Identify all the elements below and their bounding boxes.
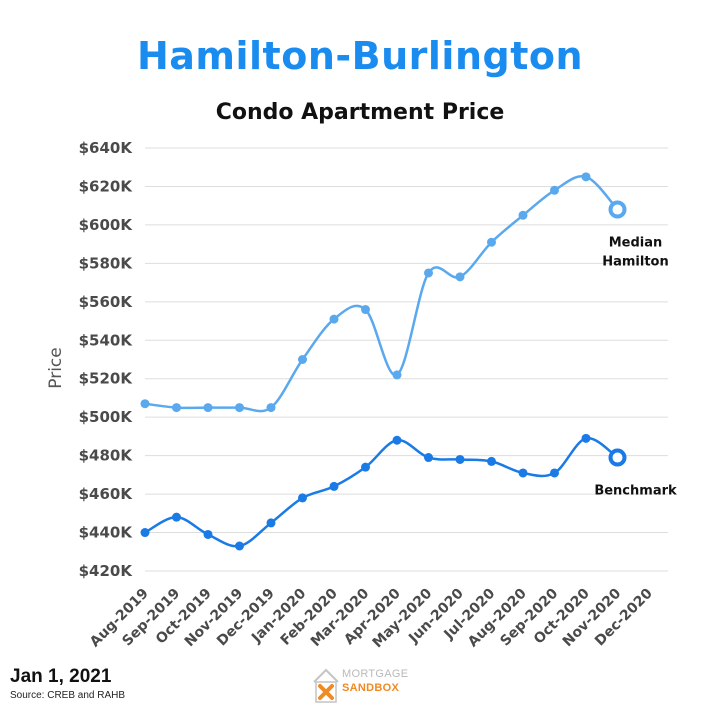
mortgage-sandbox-logo: MORTGAGE SANDBOX <box>312 664 422 708</box>
benchmark-data-point <box>581 433 591 443</box>
y-tick-label: $540K <box>79 331 134 349</box>
benchmark-data-point <box>455 454 465 464</box>
benchmark-data-point <box>172 512 181 522</box>
benchmark-data-point <box>424 453 433 463</box>
benchmark-data-point <box>329 481 339 491</box>
y-tick-label: $460K <box>79 485 134 503</box>
y-axis-label: Price <box>46 347 66 388</box>
median-data-point <box>203 403 213 413</box>
benchmark-data-point <box>235 541 244 551</box>
source-label: Source: CREB and RAHB <box>10 690 126 701</box>
page-title: Hamilton-Burlington <box>136 34 584 78</box>
median-data-point <box>518 210 528 220</box>
y-tick-label: $640K <box>79 139 134 157</box>
y-tick-label: $420K <box>79 562 134 580</box>
y-tick-label: $620K <box>79 177 134 195</box>
y-tick-label: $600K <box>79 216 134 234</box>
chart: $420K $440K $460K $480K $500K $520K $540K $560K… <box>46 139 677 651</box>
benchmark-data-point <box>140 528 150 538</box>
median-series-label: Hamilton <box>602 255 669 270</box>
median-data-point <box>455 272 465 282</box>
benchmark-data-point <box>392 435 402 445</box>
median-data-point <box>235 403 244 413</box>
median-data-point <box>581 172 591 182</box>
date-label: Jan 1, 2021 <box>10 666 112 687</box>
median-data-point <box>550 185 559 195</box>
y-tick-label: $520K <box>79 370 134 388</box>
median-data-point <box>140 399 150 409</box>
median-series-line <box>144 174 619 413</box>
y-tick-label: $480K <box>79 447 134 465</box>
benchmark-data-point <box>550 468 559 478</box>
median-series-label: Median <box>609 236 663 251</box>
y-tick-label: $580K <box>79 254 134 272</box>
median-data-point <box>266 403 276 413</box>
benchmark-series-line <box>144 437 619 548</box>
logo-text-mortgage: MORTGAGE <box>342 668 409 680</box>
logo-text-sandbox: SANDBOX <box>342 682 400 694</box>
benchmark-data-point <box>487 456 496 466</box>
y-tick-label: $440K <box>79 524 134 542</box>
benchmark-data-point <box>298 493 307 503</box>
median-data-point <box>487 237 496 247</box>
benchmark-data-point <box>361 462 370 472</box>
median-data-point <box>424 268 433 278</box>
benchmark-data-point <box>203 529 213 539</box>
chart-title: Condo Apartment Price <box>215 100 505 125</box>
median-data-point <box>298 355 307 364</box>
median-data-point <box>329 314 339 324</box>
benchmark-data-point <box>266 518 276 528</box>
y-tick-label: $560K <box>79 293 134 311</box>
logo-house-icon <box>313 668 339 703</box>
median-data-point <box>392 370 402 380</box>
median-end-point <box>608 200 627 219</box>
median-data-point <box>361 305 370 315</box>
benchmark-data-point <box>518 468 528 478</box>
median-data-point <box>172 403 181 413</box>
y-tick-label: $500K <box>79 408 134 426</box>
benchmark-series-label: Benchmark <box>594 484 677 499</box>
benchmark-end-point <box>608 448 627 467</box>
